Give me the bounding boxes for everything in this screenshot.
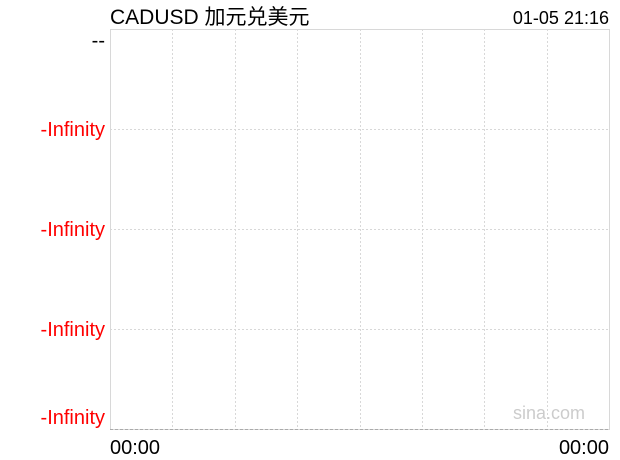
grid [110, 29, 609, 429]
y-tick-label: -Infinity [41, 407, 105, 429]
y-axis-labels: -- -Infinity -Infinity -Infinity -Infinity [41, 30, 105, 429]
y-tick-label: -- [92, 30, 105, 52]
x-tick-label: 00:00 [559, 437, 609, 459]
x-axis-labels: 00:00 00:00 [110, 437, 609, 459]
y-tick-label: -Infinity [41, 119, 105, 141]
x-tick-label: 00:00 [110, 437, 160, 459]
watermark: sina.com [513, 403, 585, 423]
y-tick-label: -Infinity [41, 219, 105, 241]
chart-title: CADUSD 加元兑美元 [110, 6, 310, 29]
y-tick-label: -Infinity [41, 319, 105, 341]
chart-timestamp: 01-05 21:16 [513, 8, 609, 28]
